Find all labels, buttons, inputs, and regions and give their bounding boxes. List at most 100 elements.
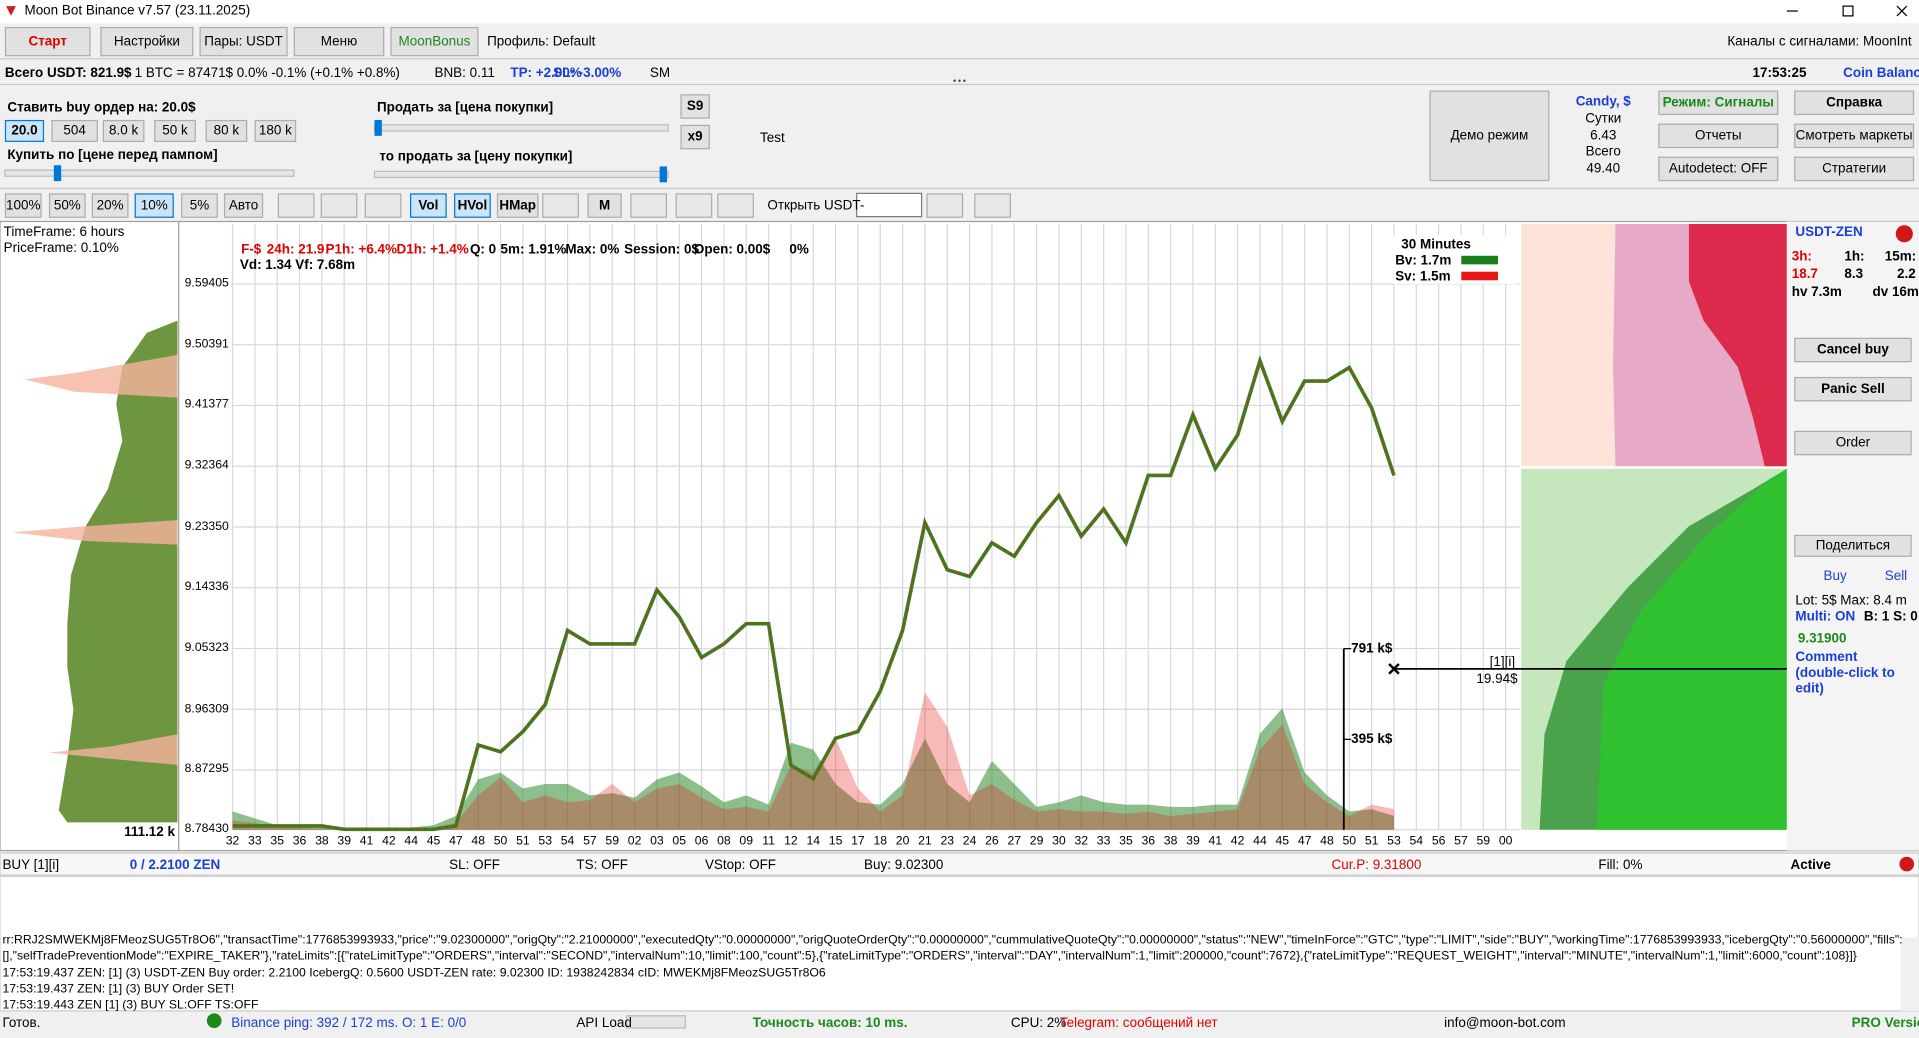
info-item: D1h: +1.4% <box>397 242 469 258</box>
button[interactable]: 20% <box>92 193 129 217</box>
label: 9.31900 <box>1798 632 1847 648</box>
x-tick-label: 56 <box>1432 835 1446 850</box>
order-field: Buy: 9.02300 <box>864 858 943 874</box>
button[interactable]: Меню <box>294 27 385 56</box>
x-tick-label: 51 <box>1365 835 1379 850</box>
x-tick-label: 57 <box>583 835 597 850</box>
x-tick-label: 35 <box>270 835 284 850</box>
status-item: Telegram: сообщений нет <box>1060 1016 1218 1032</box>
x-tick-label: 42 <box>382 835 396 850</box>
x-tick-label: 45 <box>427 835 441 850</box>
info-item: Session: 0$ <box>624 242 699 258</box>
icon-button[interactable] <box>676 193 713 217</box>
y-tick-label: 9.50391 <box>185 337 229 352</box>
button[interactable]: Демо режим <box>1429 91 1549 182</box>
x-tick-label: 23 <box>940 835 954 850</box>
button[interactable]: Отчеты <box>1658 124 1778 148</box>
legend-swatch <box>1461 256 1498 265</box>
button[interactable]: 180 k <box>255 120 297 142</box>
button[interactable]: 80 k <box>206 120 248 142</box>
button[interactable]: 10% <box>135 193 174 217</box>
icon-button[interactable] <box>717 193 754 217</box>
label: Candy, $ <box>1576 94 1631 110</box>
button[interactable]: S9 <box>680 94 709 118</box>
label[interactable]: Comment (double-click to edit) <box>1795 650 1908 698</box>
button[interactable]: 50 k <box>154 120 196 142</box>
button[interactable]: Vol <box>410 193 447 217</box>
icon-button[interactable] <box>278 193 315 217</box>
label: 1 BTC = 87471$ 0.0% -0.1% (+0.1% +0.8%) <box>135 66 400 82</box>
x-tick-label: 08 <box>717 835 731 850</box>
label[interactable]: Sell <box>1885 569 1907 585</box>
button[interactable]: Справка <box>1794 91 1914 115</box>
close-pair[interactable] <box>1896 225 1913 242</box>
label: Coin Balance <box>1843 66 1919 82</box>
order-field: Active <box>1790 858 1830 874</box>
x-tick-label: 38 <box>315 835 329 850</box>
button[interactable]: Настройки <box>100 27 193 56</box>
log-line: rr:RRJ2SMWEKMj8FMeozSUG5Tr8O6","transact… <box>2 934 1902 949</box>
legend-swatch <box>1461 272 1498 281</box>
button[interactable]: 50% <box>49 193 86 217</box>
icon-button[interactable] <box>926 193 963 217</box>
start-button[interactable]: Старт <box>5 27 91 56</box>
x-tick-label: 14 <box>806 835 820 850</box>
label[interactable]: Buy <box>1824 569 1847 585</box>
x-tick-label: 50 <box>494 835 508 850</box>
text-input[interactable] <box>857 193 922 216</box>
button[interactable]: M <box>587 193 621 217</box>
icon-button[interactable] <box>365 193 402 217</box>
label: Каналы с сигналами: MoonInt <box>1727 34 1911 50</box>
icon-button[interactable] <box>542 193 579 217</box>
x-tick-label: 42 <box>1231 835 1245 850</box>
button[interactable]: HVol <box>454 193 491 217</box>
button[interactable]: 20.0 <box>5 120 44 142</box>
cancel-order[interactable] <box>1899 857 1914 872</box>
label: Lot: 5$ Max: 8.4 m <box>1795 594 1907 610</box>
button[interactable]: 8.0 k <box>103 120 145 142</box>
api-load-bar <box>627 1016 686 1028</box>
x-tick-label: 36 <box>1141 835 1155 850</box>
button[interactable]: 504 <box>51 120 98 142</box>
position-value: 19.94$ <box>1476 671 1517 687</box>
button[interactable]: Режим: Сигналы <box>1658 91 1778 115</box>
label: B: 1 S: 0 <box>1864 609 1918 625</box>
label: 111.12 k <box>124 825 175 841</box>
button[interactable]: 5% <box>181 193 218 217</box>
icon-button[interactable] <box>321 193 358 217</box>
x-tick-label: 45 <box>1275 835 1289 850</box>
button[interactable]: Смотреть маркеты <box>1794 124 1914 148</box>
label: BNB: 0.11 <box>434 66 494 82</box>
button[interactable]: Стратегии <box>1794 157 1914 181</box>
x-tick-label: 30 <box>1052 835 1066 850</box>
button[interactable]: Пары: USDT <box>199 27 287 56</box>
button[interactable]: Cancel buy <box>1794 338 1911 362</box>
button[interactable]: HMap <box>497 193 539 217</box>
icon-button[interactable] <box>630 193 667 217</box>
x-tick-label: 21 <box>918 835 932 850</box>
info-item: Vd: 1.34 Vf: 7.68m <box>240 258 355 274</box>
x-tick-label: 33 <box>1097 835 1111 850</box>
x-tick-label: 44 <box>1253 835 1267 850</box>
x-tick-label: 59 <box>605 835 619 850</box>
button[interactable]: Order <box>1794 431 1911 455</box>
x-tick-label: 00 <box>1499 835 1513 850</box>
button[interactable]: Поделиться <box>1794 535 1911 557</box>
scrollbar[interactable] <box>1901 937 1919 1010</box>
y-tick-label: 9.41377 <box>185 398 229 413</box>
button[interactable]: x9 <box>680 125 709 149</box>
y-tick-label: 8.78430 <box>185 822 229 837</box>
profile-label: TimeFrame: 6 hours <box>4 225 125 241</box>
button[interactable]: Авто <box>224 193 263 217</box>
x-tick-label: 03 <box>650 835 664 850</box>
icon-button[interactable] <box>974 193 1011 217</box>
info-item: Max: 0% <box>565 242 619 258</box>
info-item: 24h: 21.9 <box>267 242 325 258</box>
button[interactable]: Autodetect: OFF <box>1658 157 1778 181</box>
button[interactable]: Panic Sell <box>1794 377 1911 401</box>
button[interactable]: 100% <box>5 193 42 217</box>
splitter-dots <box>953 80 965 82</box>
x-tick-label: 53 <box>1387 835 1401 850</box>
button[interactable]: MoonBonus <box>390 27 478 56</box>
